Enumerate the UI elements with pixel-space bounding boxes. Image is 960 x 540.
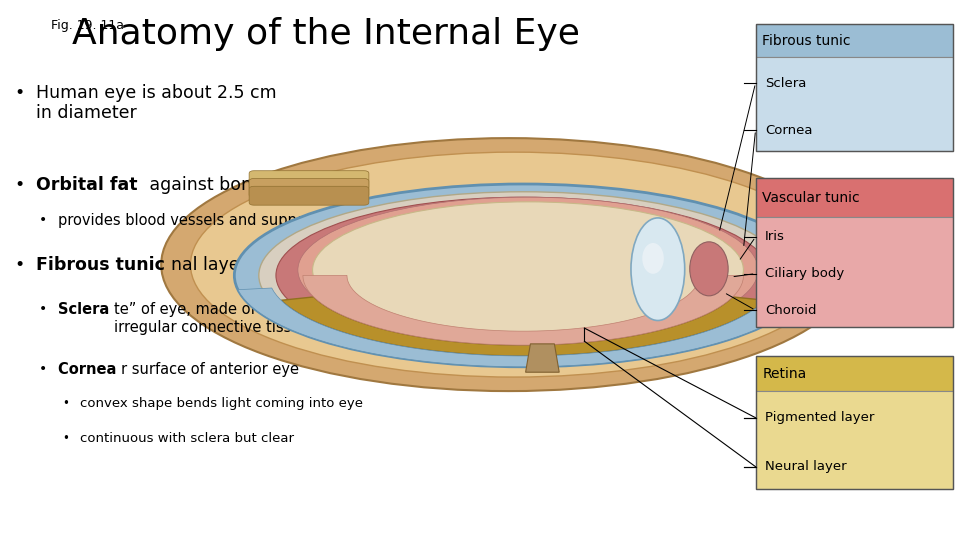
Text: Cornea: Cornea (58, 362, 121, 377)
Ellipse shape (642, 243, 663, 274)
Text: •: • (14, 176, 25, 193)
Ellipse shape (234, 184, 812, 367)
Text: Retina: Retina (762, 367, 806, 381)
Text: •: • (14, 256, 25, 274)
Text: Iris: Iris (765, 231, 785, 244)
FancyBboxPatch shape (756, 217, 953, 327)
Text: •: • (62, 397, 69, 410)
Text: Fibrous tunic: Fibrous tunic (762, 34, 851, 48)
Ellipse shape (276, 197, 771, 354)
Text: te” of eye, made of dense,
irregular connective tissue: te” of eye, made of dense, irregular con… (114, 302, 310, 335)
Text: nal layer: nal layer (171, 256, 248, 274)
Ellipse shape (313, 202, 743, 338)
Text: Choroid: Choroid (765, 303, 817, 317)
Polygon shape (238, 288, 808, 367)
Ellipse shape (190, 152, 837, 377)
Ellipse shape (298, 197, 758, 343)
Text: Anatomy of the Internal Eye: Anatomy of the Internal Eye (72, 17, 580, 51)
Text: continuous with sclera but clear: continuous with sclera but clear (80, 432, 294, 445)
FancyBboxPatch shape (250, 171, 369, 190)
FancyBboxPatch shape (756, 178, 953, 217)
Text: Ciliary body: Ciliary body (765, 267, 845, 280)
Text: Vascular tunic: Vascular tunic (762, 191, 860, 205)
FancyBboxPatch shape (756, 24, 953, 57)
Text: Human eye is about 2.5 cm
in diameter: Human eye is about 2.5 cm in diameter (36, 84, 277, 123)
Polygon shape (303, 275, 744, 345)
Text: Fibrous tunic: Fibrous tunic (36, 256, 171, 274)
Text: •: • (38, 302, 47, 316)
Text: convex shape bends light coming into eye: convex shape bends light coming into eye (80, 397, 363, 410)
Text: Cornea: Cornea (765, 124, 812, 137)
Polygon shape (526, 344, 559, 372)
Text: •: • (38, 213, 47, 227)
Text: •: • (14, 84, 25, 102)
Polygon shape (281, 297, 765, 356)
Text: •: • (62, 432, 69, 445)
Text: Sclera: Sclera (765, 77, 806, 90)
Text: r surface of anterior eye: r surface of anterior eye (121, 362, 300, 377)
FancyBboxPatch shape (756, 391, 953, 489)
FancyBboxPatch shape (250, 186, 369, 205)
Text: Fig. 19. 11a: Fig. 19. 11a (51, 19, 124, 32)
Ellipse shape (259, 192, 787, 359)
FancyBboxPatch shape (250, 179, 369, 198)
FancyBboxPatch shape (756, 57, 953, 151)
FancyBboxPatch shape (756, 356, 953, 391)
Text: provides blood vessels and supports nerves: provides blood vessels and supports nerv… (58, 213, 379, 228)
Polygon shape (773, 257, 794, 294)
Text: Sclera: Sclera (58, 302, 114, 318)
Ellipse shape (631, 218, 684, 321)
Text: Neural layer: Neural layer (765, 460, 847, 473)
Text: Orbital fat: Orbital fat (36, 176, 144, 193)
Text: •: • (38, 362, 47, 376)
Text: against bone: against bone (144, 176, 263, 193)
Ellipse shape (161, 138, 856, 391)
Text: Pigmented layer: Pigmented layer (765, 411, 875, 424)
Ellipse shape (689, 242, 729, 296)
